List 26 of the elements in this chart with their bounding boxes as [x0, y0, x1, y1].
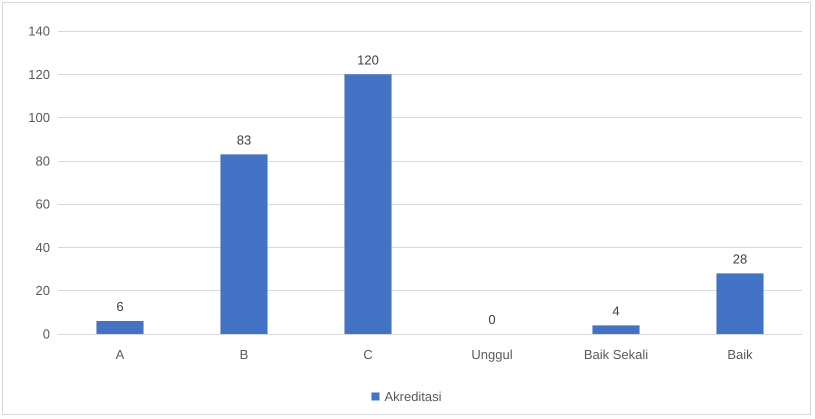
data-label: 6: [116, 299, 124, 314]
x-tick-label: Unggul: [471, 347, 513, 362]
bar: [96, 321, 144, 334]
y-tick-label: 80: [36, 153, 50, 168]
bar: [220, 154, 268, 334]
y-tick-label: 60: [36, 196, 50, 212]
bar: [344, 74, 392, 334]
legend-label: Akreditasi: [384, 389, 442, 404]
y-tick-label: 100: [28, 110, 50, 126]
x-tick-label: C: [363, 347, 373, 362]
y-tick-label: 40: [36, 240, 50, 255]
data-label: 0: [488, 312, 496, 327]
bar: [592, 325, 640, 334]
data-label: 4: [612, 303, 620, 318]
data-label: 28: [732, 251, 748, 266]
x-tick-label: B: [240, 347, 248, 362]
x-tick-label: Baik Sekali: [584, 347, 648, 362]
y-tick-label: 0: [42, 326, 50, 342]
bar: [716, 273, 764, 334]
x-tick-label: A: [116, 347, 125, 362]
data-label: 83: [236, 132, 252, 148]
y-tick-label: 140: [28, 24, 50, 38]
y-tick-label: 20: [36, 283, 50, 298]
y-tick-label: 120: [28, 66, 50, 82]
data-label: 120: [357, 52, 379, 68]
x-tick-label: Baik: [727, 347, 754, 362]
